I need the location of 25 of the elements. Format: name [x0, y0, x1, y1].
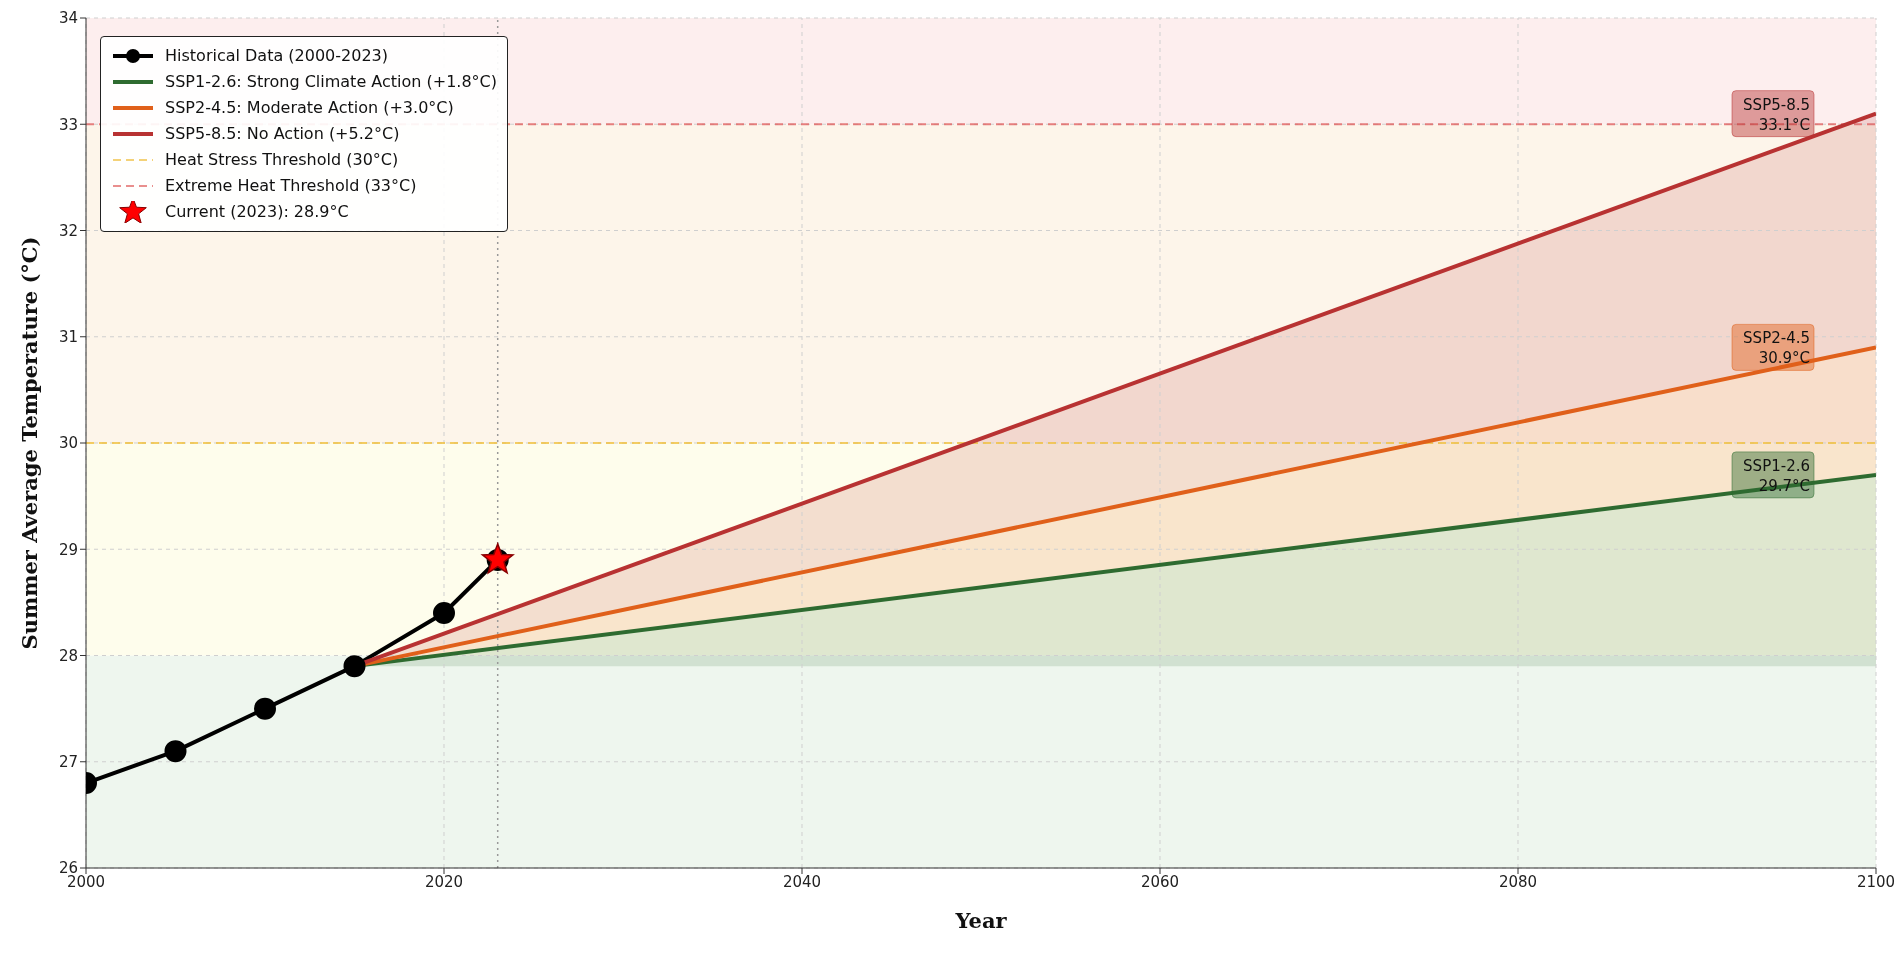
x-axis-title: Year [954, 908, 1008, 933]
y-tick-label: 27 [58, 753, 78, 772]
y-tick-label: 29 [58, 540, 78, 559]
x-tick-label: 2060 [1140, 872, 1180, 891]
y-tick-label: 30 [58, 434, 78, 453]
y-tick-label: 33 [58, 115, 78, 134]
legend-label: SSP5-8.5: No Action (+5.2°C) [165, 123, 400, 145]
y-tick-label: 32 [58, 221, 78, 240]
annotation: SSP1-2.6 29.7°C [1743, 456, 1810, 495]
y-tick-label: 34 [58, 9, 78, 28]
annotation: SSP2-4.5 30.9°C [1743, 329, 1810, 368]
legend-label: Extreme Heat Threshold (33°C) [165, 175, 417, 197]
annotation: SSP5-8.5 33.1°C [1743, 95, 1810, 134]
legend-label: Current (2023): 28.9°C [165, 201, 349, 223]
legend-label: SSP1-2.6: Strong Climate Action (+1.8°C) [165, 71, 498, 93]
x-tick-label: 2080 [1498, 872, 1538, 891]
legend-label: Heat Stress Threshold (30°C) [165, 149, 399, 171]
legend-label: Historical Data (2000-2023) [165, 45, 389, 67]
y-tick-label: 28 [58, 646, 78, 665]
x-tick-label: 2040 [782, 872, 822, 891]
x-tick-label: 2100 [1856, 872, 1896, 891]
x-tick-label: 2020 [424, 872, 464, 891]
legend-label: SSP2-4.5: Moderate Action (+3.0°C) [165, 97, 454, 119]
y-axis-title: Summer Average Temperature (°C) [17, 236, 43, 650]
y-tick-label: 31 [58, 328, 78, 347]
